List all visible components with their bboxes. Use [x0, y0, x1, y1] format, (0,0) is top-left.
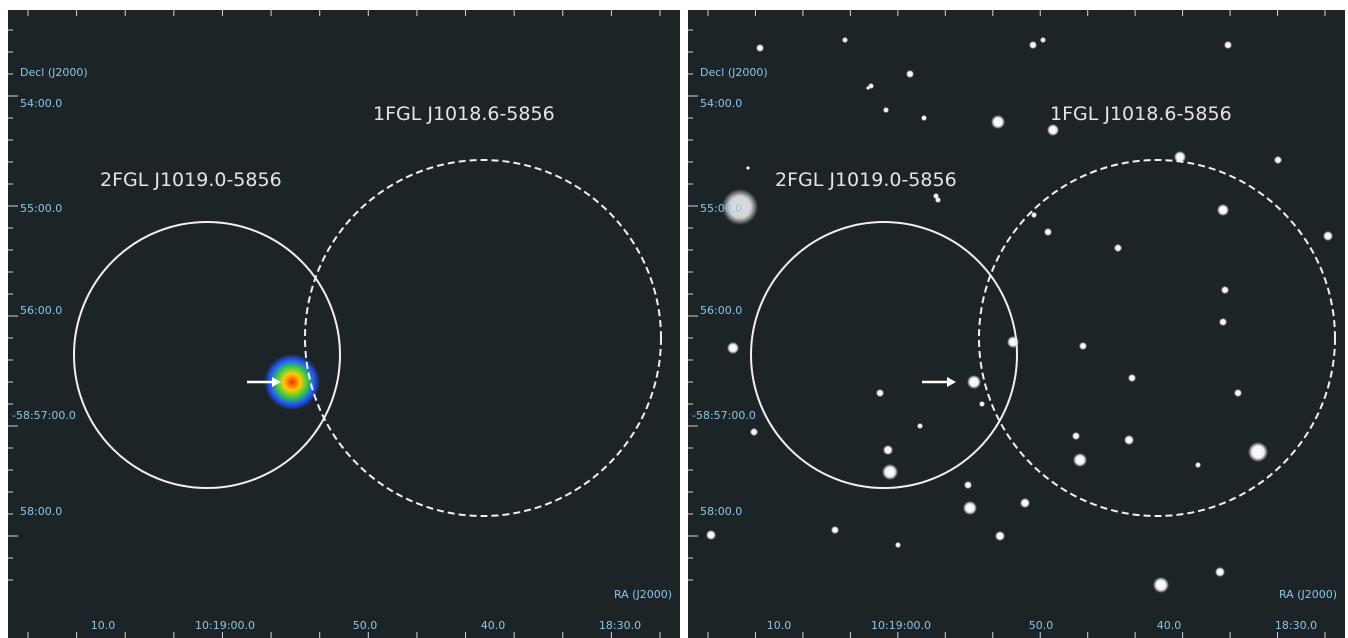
- ra-tick-label: 40.0: [481, 619, 506, 632]
- ra-tick-label: 50.0: [1029, 619, 1054, 632]
- star: [963, 501, 977, 515]
- star: [1079, 342, 1087, 350]
- sky-image: [8, 10, 680, 638]
- ra-tick-label: 10:19:00.0: [871, 619, 931, 632]
- star: [906, 70, 914, 78]
- star: [727, 342, 739, 354]
- dec-tick-label: 54:00.0: [20, 97, 62, 110]
- bright-star: [722, 189, 758, 225]
- star: [967, 375, 981, 389]
- star: [1114, 244, 1122, 252]
- star: [933, 193, 939, 199]
- star: [1323, 231, 1333, 241]
- star: [964, 481, 972, 489]
- star: [883, 445, 893, 455]
- dec-tick-label: 58:00.0: [20, 505, 62, 518]
- source-label: 1FGL J1018.6-5856: [373, 103, 555, 125]
- error-circle-1fgl: [978, 159, 1336, 517]
- panel: Decl (J2000) RA (J2000) 54:00.0 55:00.0 56:0…: [8, 10, 680, 638]
- dec-tick-label: 55:00.0: [20, 202, 62, 215]
- star: [876, 389, 884, 397]
- star: [1047, 124, 1059, 136]
- star: [1234, 389, 1242, 397]
- source-label: 2FGL J1019.0-5856: [100, 169, 282, 191]
- star: [979, 401, 985, 407]
- star: [1219, 318, 1227, 326]
- source-label: 1FGL J1018.6-5856: [1050, 103, 1232, 125]
- star: [1029, 41, 1037, 49]
- panel: Decl (J2000) RA (J2000) 54:00.0 55:00.0 56:0…: [688, 10, 1345, 638]
- star: [1020, 498, 1030, 508]
- ra-tick-label: 10.0: [767, 619, 792, 632]
- star: [750, 428, 758, 436]
- sky-image: [688, 10, 1345, 638]
- star: [842, 37, 848, 43]
- star: [1217, 204, 1229, 216]
- star: [1031, 212, 1037, 218]
- star: [746, 166, 750, 170]
- star: [1248, 442, 1268, 462]
- ra-tick-label: 50.0: [353, 619, 378, 632]
- star: [1153, 577, 1169, 593]
- star: [1040, 37, 1046, 43]
- star: [1124, 435, 1134, 445]
- arrow-head: [947, 377, 956, 387]
- star: [1221, 286, 1229, 294]
- dec-tick-label: 54:00.0: [700, 97, 742, 110]
- dec-axis-label: Decl (J2000): [700, 66, 768, 79]
- star: [995, 531, 1005, 541]
- error-circle-1fgl: [304, 159, 662, 517]
- star: [1215, 567, 1225, 577]
- star: [882, 464, 898, 480]
- ra-axis-label: RA (J2000): [1279, 588, 1337, 601]
- ra-tick-label: 18:30.0: [1275, 619, 1317, 632]
- ra-tick-label: 10:19:00.0: [195, 619, 255, 632]
- star: [1073, 453, 1087, 467]
- dec-tick-label: -58:57:00.0: [692, 409, 756, 422]
- star: [1044, 228, 1052, 236]
- star: [1072, 432, 1080, 440]
- star: [706, 530, 716, 540]
- star: [1174, 151, 1186, 163]
- star: [866, 86, 870, 90]
- dec-tick-label: 56:00.0: [700, 304, 742, 317]
- star: [756, 44, 764, 52]
- star: [1128, 374, 1136, 382]
- error-circle-2fgl: [750, 221, 1018, 489]
- ra-tick-label: 18:30.0: [599, 619, 641, 632]
- star: [921, 115, 927, 121]
- dec-tick-label: 56:00.0: [20, 304, 62, 317]
- star: [1274, 156, 1282, 164]
- ra-axis-label: RA (J2000): [614, 588, 672, 601]
- star: [1195, 462, 1201, 468]
- dec-tick-label: -58:57:00.0: [12, 409, 76, 422]
- arrow-head: [272, 377, 281, 387]
- star: [895, 542, 901, 548]
- counts-blob: [264, 354, 320, 410]
- ra-tick-label: 10.0: [91, 619, 116, 632]
- star: [991, 115, 1005, 129]
- star: [831, 526, 839, 534]
- dec-tick-label: 58:00.0: [700, 505, 742, 518]
- star: [883, 107, 889, 113]
- ra-tick-label: 40.0: [1157, 619, 1182, 632]
- source-label: 2FGL J1019.0-5856: [775, 169, 957, 191]
- star: [1224, 41, 1232, 49]
- dec-tick-label: 55:00.0: [700, 202, 742, 215]
- error-circle-2fgl: [73, 221, 341, 489]
- dec-axis-label: Decl (J2000): [20, 66, 88, 79]
- star: [917, 423, 923, 429]
